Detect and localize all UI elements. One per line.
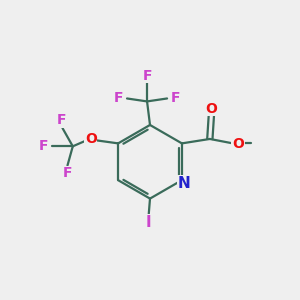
Text: O: O [232, 137, 244, 151]
Text: I: I [146, 214, 151, 230]
Text: F: F [39, 139, 48, 153]
Text: F: F [142, 69, 152, 83]
Text: F: F [63, 167, 72, 180]
Text: N: N [178, 176, 190, 190]
Text: F: F [56, 113, 66, 127]
Text: O: O [85, 132, 97, 146]
Text: F: F [114, 92, 124, 106]
Text: F: F [171, 92, 180, 106]
Text: O: O [206, 102, 217, 116]
